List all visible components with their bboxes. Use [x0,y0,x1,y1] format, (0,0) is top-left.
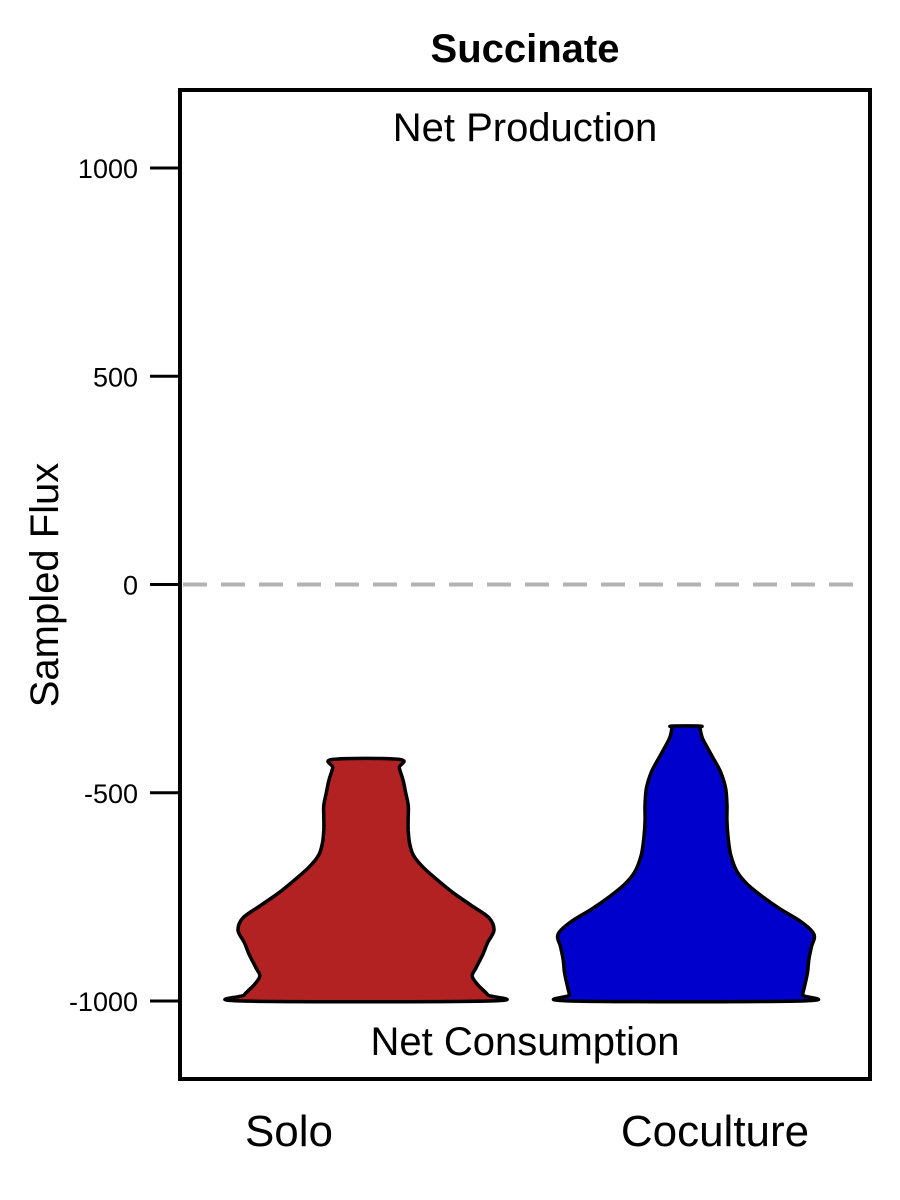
violins [223,724,821,1004]
y-tick-label: 1000 [78,154,138,184]
net-consumption-label: Net Consumption [370,1020,679,1064]
y-tick-label: -1000 [69,987,138,1017]
net-production-label: Net Production [393,106,658,150]
violin-coculture [551,724,821,1004]
violin-solo [223,756,509,1004]
y-tick-label: 500 [93,362,138,392]
y-axis-label: Sampled Flux [23,463,67,708]
y-tick-label: 0 [123,571,138,601]
x-category-label: Coculture [621,1107,809,1156]
x-category-label: Solo [245,1107,333,1156]
chart-title: Succinate [431,27,620,71]
x-axis: Solo Coculture [245,1107,809,1156]
plot-frame [178,88,872,1081]
y-tick-label: -500 [84,779,138,809]
y-axis: 1000 500 0 -500 -1000 [69,154,180,1017]
